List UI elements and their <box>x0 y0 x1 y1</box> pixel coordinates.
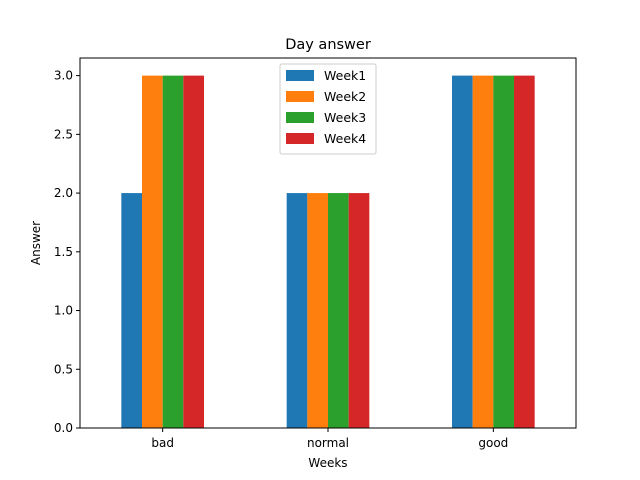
y-tick-label-1: 0.5 <box>54 362 73 376</box>
legend-swatch-week2 <box>286 91 314 102</box>
bars-layer <box>121 75 535 428</box>
bar-week3-normal <box>328 193 349 428</box>
legend-swatch-week3 <box>286 112 314 123</box>
y-tick-label-5: 2.5 <box>54 127 73 141</box>
bar-week2-bad <box>142 75 163 428</box>
y-tick-label-6: 3.0 <box>54 69 73 83</box>
legend-swatch-week1 <box>286 70 314 81</box>
x-tick-label-normal: normal <box>307 436 349 450</box>
legend-swatch-week4 <box>286 133 314 144</box>
bar-week1-bad <box>121 193 142 428</box>
legend-frame <box>279 63 377 155</box>
x-axis: bad normal good <box>151 428 508 450</box>
y-axis-label: Answer <box>29 221 43 265</box>
bar-week1-normal <box>286 193 308 428</box>
bar-week4-good <box>514 75 535 428</box>
legend: Week1 Week2 Week3 Week4 <box>279 63 377 155</box>
bar-week4-normal <box>348 193 370 428</box>
x-tick-label-good: good <box>478 436 508 450</box>
legend-label-week3: Week3 <box>324 110 366 125</box>
bar-week2-normal <box>307 193 328 428</box>
legend-label-week2: Week2 <box>324 89 366 104</box>
chart-title: Day answer <box>285 37 371 53</box>
y-tick-label-3: 1.5 <box>54 245 73 259</box>
bar-week2-good <box>472 75 494 428</box>
y-tick-label-2: 1.0 <box>54 304 73 318</box>
legend-label-week1: Week1 <box>324 68 366 83</box>
bar-week1-good <box>452 75 473 428</box>
x-axis-label: Weeks <box>308 456 347 470</box>
x-tick-label-bad: bad <box>151 436 174 450</box>
bar-week4-bad <box>183 75 204 428</box>
y-tick-label-0: 0.0 <box>54 421 73 435</box>
bar-week3-good <box>493 75 514 428</box>
legend-label-week4: Week4 <box>324 131 366 146</box>
y-tick-label-4: 2.0 <box>54 186 73 200</box>
bar-week3-bad <box>162 75 184 428</box>
y-axis: 0.0 0.5 1.0 1.5 2.0 2.5 3.0 <box>54 69 80 435</box>
